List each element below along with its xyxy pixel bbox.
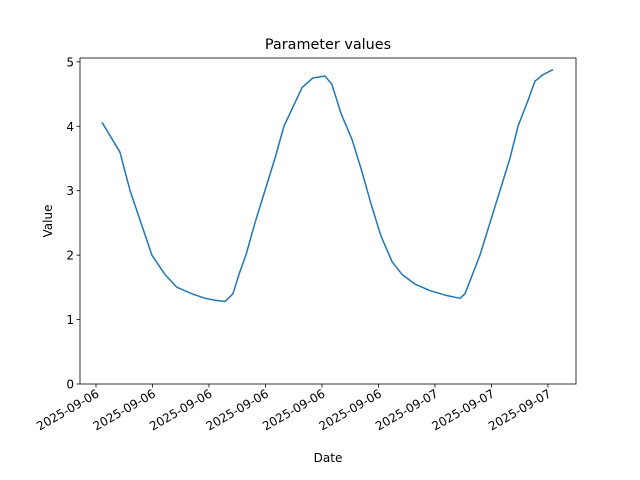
x-tick-label: 2025-09-06 [91, 386, 158, 433]
axes-frame [79, 57, 577, 385]
x-tick-label: 2025-09-07 [486, 386, 553, 433]
y-axis-label: Value [41, 205, 55, 238]
x-tick-label: 2025-09-06 [260, 386, 327, 433]
y-tick-label: 3 [66, 184, 74, 198]
y-tick-label: 2 [66, 249, 74, 263]
x-tick-label: 2025-09-06 [147, 386, 214, 433]
chart-title: Parameter values [265, 37, 391, 53]
y-tick-label: 1 [66, 313, 74, 327]
x-tick-label: 2025-09-07 [430, 386, 497, 433]
x-tick-label: 2025-09-07 [373, 386, 440, 433]
x-tick-label: 2025-09-06 [34, 386, 101, 433]
x-tick-label: 2025-09-06 [204, 386, 271, 433]
y-tick-label: 5 [66, 55, 74, 69]
data-line [101, 68, 554, 303]
y-tick-label: 4 [66, 120, 74, 134]
y-tick-label: 0 [66, 378, 74, 392]
x-axis-label: Date [314, 451, 343, 465]
x-tick-label: 2025-09-06 [317, 386, 384, 433]
